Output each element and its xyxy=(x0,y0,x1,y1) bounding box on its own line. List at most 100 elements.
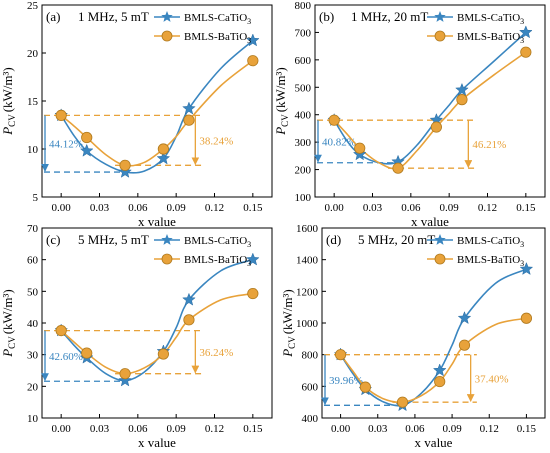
x-tick-label: 0.15 xyxy=(243,202,263,214)
legend-label: BMLS-BaTiO3 xyxy=(457,31,524,45)
y-axis-subscript: CV xyxy=(7,114,17,127)
legend-marker-circle xyxy=(161,30,173,42)
data-point-caTiO xyxy=(182,292,196,306)
plot-frame xyxy=(314,4,546,198)
x-tick-label: 0.09 xyxy=(440,202,460,214)
legend-label: BMLS-CaTiO3 xyxy=(184,12,251,26)
reduction-label-caTiO: 42.60% xyxy=(49,351,83,363)
data-point-baTiO xyxy=(119,368,131,380)
y-tick-label: 30 xyxy=(27,350,39,362)
x-tick-label: 0.09 xyxy=(442,423,462,435)
reduction-label-baTiO: 37.40% xyxy=(475,373,509,385)
y-tick-label: 1400 xyxy=(296,255,319,267)
data-point-caTiO xyxy=(245,252,260,266)
y-tick-label: 500 xyxy=(295,82,312,94)
y-tick-label: 10 xyxy=(27,413,39,425)
legend-marker-star xyxy=(434,234,446,245)
panel-label: (b) xyxy=(319,9,334,24)
panel-conditions: 5 MHz, 5 mT xyxy=(78,232,149,247)
y-tick-label: 1600 xyxy=(296,223,319,235)
legend-subscript: 3 xyxy=(520,36,524,45)
y-axis-symbol: P xyxy=(280,349,295,358)
data-point-caTiO xyxy=(455,82,469,96)
x-tick-label: 0.12 xyxy=(480,423,499,435)
data-point-baTiO xyxy=(183,314,195,326)
y-tick-label: 700 xyxy=(295,27,312,39)
panel-label: (c) xyxy=(46,232,60,247)
data-point-caTiO xyxy=(519,261,534,275)
data-point-baTiO xyxy=(328,114,340,126)
chart-panel-2: 0.00 0.03 0.06 0.09 0.12 0.15 100 200 300 400 500 6… xyxy=(273,0,546,229)
legend-label: BMLS-BaTiO3 xyxy=(457,254,524,268)
legend-subscript: 3 xyxy=(247,17,251,26)
reduction-label-caTiO: 40.82% xyxy=(322,136,356,148)
y-tick-label: 800 xyxy=(295,0,312,12)
data-point-baTiO xyxy=(396,396,409,408)
data-point-baTiO xyxy=(359,381,371,393)
y-axis-unit: (kW/m³) xyxy=(0,289,15,334)
data-point-caTiO xyxy=(118,164,132,178)
x-tick-label: 0.06 xyxy=(128,202,148,214)
y-axis-title: PCV (kW/m³) xyxy=(273,67,290,136)
y-tick-label: 300 xyxy=(295,137,312,149)
x-tick-label: 0.15 xyxy=(516,202,536,214)
legend-marker-circle xyxy=(161,253,173,265)
data-point-baTiO xyxy=(392,162,404,174)
series-line-baTiO xyxy=(60,60,254,167)
data-point-caTiO xyxy=(182,101,196,115)
data-point-baTiO xyxy=(334,349,347,361)
data-point-baTiO xyxy=(520,46,532,58)
legend-marker-circle xyxy=(434,253,446,265)
y-axis-symbol: P xyxy=(0,127,15,136)
panel-label: (a) xyxy=(46,9,60,24)
series-line-baTiO xyxy=(339,317,527,404)
reduction-label-baTiO: 38.24% xyxy=(199,135,233,147)
data-point-baTiO xyxy=(430,121,442,133)
legend-subscript: 3 xyxy=(520,17,524,26)
data-point-baTiO xyxy=(119,159,131,171)
data-point-baTiO xyxy=(434,375,446,388)
panel-conditions: 5 MHz, 20 mT xyxy=(358,232,435,247)
y-axis-unit: (kW/m³) xyxy=(0,67,15,112)
data-point-caTiO xyxy=(432,363,447,377)
y-tick-label: 1200 xyxy=(296,286,319,298)
data-point-baTiO xyxy=(354,142,366,154)
data-point-caTiO xyxy=(118,373,132,387)
data-point-caTiO xyxy=(156,151,171,165)
data-point-baTiO xyxy=(157,348,169,360)
y-tick-label: 5 xyxy=(33,192,39,204)
data-point-baTiO xyxy=(55,324,67,337)
y-axis-symbol: P xyxy=(0,349,15,358)
series-line-baTiO xyxy=(333,51,527,170)
x-tick-label: 0.00 xyxy=(52,202,72,214)
data-point-caTiO xyxy=(352,147,367,161)
chart-panel-3: 0.00 0.03 0.06 0.09 0.12 0.15 10 20 30 40 50 60 70 x … xyxy=(0,223,273,450)
y-tick-label: 15 xyxy=(27,96,39,108)
y-axis-unit: (kW/m³) xyxy=(280,289,295,334)
y-axis-title: PCV (kW/m³) xyxy=(280,289,297,358)
data-point-baTiO xyxy=(456,94,468,106)
y-tick-label: 400 xyxy=(302,413,319,425)
legend-subscript: 3 xyxy=(520,240,524,249)
panel-conditions: 1 MHz, 20 mT xyxy=(351,9,428,24)
legend-name: BMLS-BaTiO xyxy=(457,31,520,43)
y-axis-title: PCV (kW/m³) xyxy=(0,289,17,358)
y-tick-label: 20 xyxy=(27,48,39,60)
x-tick-label: 0.03 xyxy=(90,202,110,214)
reduction-label-caTiO: 39.96% xyxy=(329,375,363,387)
y-tick-label: 40 xyxy=(27,318,39,330)
data-point-baTiO xyxy=(520,312,533,324)
legend-label: BMLS-BaTiO3 xyxy=(184,254,251,268)
data-point-baTiO xyxy=(81,347,93,359)
y-axis-subscript: CV xyxy=(7,336,17,349)
x-tick-label: 0.12 xyxy=(478,202,497,214)
y-tick-label: 800 xyxy=(302,350,319,362)
y-tick-label: 400 xyxy=(295,110,312,122)
y-tick-label: 600 xyxy=(302,381,319,393)
legend-label: BMLS-BaTiO3 xyxy=(184,31,251,45)
legend-name: BMLS-CaTiO xyxy=(184,235,247,247)
y-axis-symbol: P xyxy=(273,127,288,136)
y-tick-label: 25 xyxy=(27,0,39,12)
chart-panel-1: 0.00 0.03 0.06 0.09 0.12 0.15 5 10 15 20 25 x value… xyxy=(0,0,273,229)
legend-marker-star xyxy=(161,234,173,245)
